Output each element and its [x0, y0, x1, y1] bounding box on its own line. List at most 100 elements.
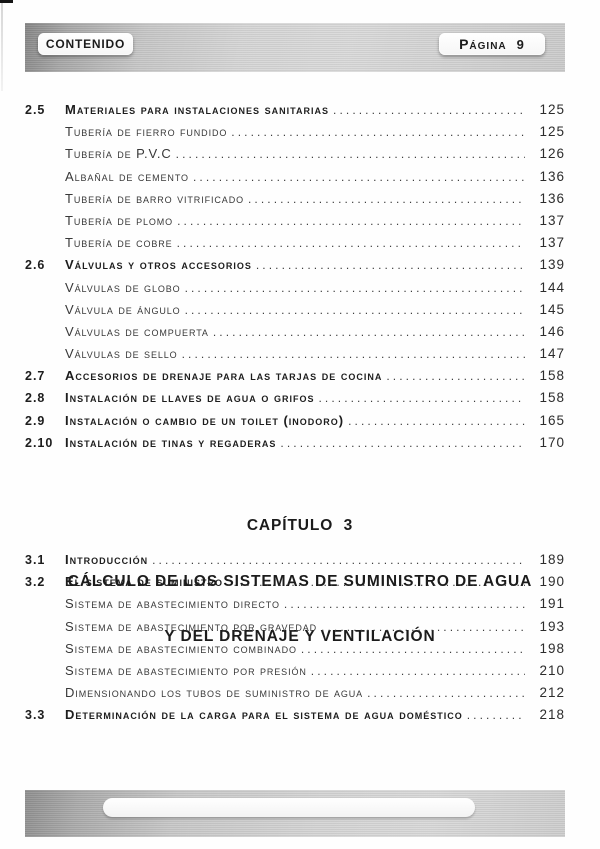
toc-row: Dimensionando los tubos de suministro de…: [25, 682, 565, 704]
page-number: 139: [539, 257, 565, 273]
dot-leader: [321, 616, 525, 638]
dot-leader: [182, 343, 525, 365]
toc-row: Tubería de plomo 137: [25, 210, 565, 232]
toc-row: 2.8 Instalación de llaves de agua o grifo…: [25, 387, 565, 409]
page-number: 189: [539, 552, 565, 567]
toc-row: 2.5 Materiales para instalaciones sanitar…: [25, 99, 565, 121]
scan-artifact-left-edge: [1, 3, 3, 91]
entry-title: Sistema de abastecimiento directo: [65, 596, 280, 612]
entry-title: Accesorios de drenaje para las tarjas de…: [65, 368, 383, 384]
entry-title: Tubería de cobre: [65, 235, 173, 251]
page-label: Página: [459, 36, 507, 52]
entry-title: Válvulas y otros accesorios: [65, 257, 252, 273]
toc-row: Sistema de abastecimiento directo 191: [25, 593, 565, 615]
toc-row: 2.9 Instalación o cambio de un toilet (in…: [25, 410, 565, 432]
dot-leader: [311, 660, 525, 682]
scan-artifact-top-left: [0, 0, 13, 3]
toc-row: Tubería de fierro fundido 125: [25, 121, 565, 143]
entry-title: Tubería de barro vitrificado: [65, 190, 244, 206]
toc-row: Tubería de barro vitrificado 136: [25, 188, 565, 210]
footer-bar: [25, 790, 565, 837]
toc-row: Tubería de cobre 137: [25, 232, 565, 254]
page-number: 210: [539, 662, 565, 678]
section-number: 2.6: [25, 258, 46, 273]
toc-row: Sistema de abastecimiento por gravedad 19…: [25, 616, 565, 638]
chapter-number-line: CAPÍTULO 3: [246, 517, 354, 534]
section-number: 2.9: [25, 413, 46, 428]
toc-row: Válvulas de globo 144: [25, 277, 565, 299]
header-bar: CONTENIDO Página 9: [25, 23, 565, 72]
dot-leader: [386, 365, 525, 387]
page-number: 198: [539, 640, 565, 656]
toc-list-chapter2: 2.5 Materiales para instalaciones sanitar…: [25, 99, 565, 454]
toc-row: Tubería de P.V.C 126: [25, 143, 565, 165]
dot-leader: [248, 188, 525, 210]
entry-title: Válvulas de compuerta: [65, 323, 209, 339]
toc-row: Albañal de cemento 136: [25, 166, 565, 188]
dot-leader: [318, 387, 525, 409]
dot-leader: [193, 166, 525, 188]
dot-leader: [176, 143, 525, 165]
entry-title: Dimensionando los tubos de suministro de…: [65, 685, 364, 701]
entry-title: Instalación o cambio de un toilet (inodo…: [65, 412, 345, 428]
page-number: 137: [539, 212, 565, 228]
entry-title: Tubería de plomo: [65, 212, 174, 228]
toc-row: Válvula de ángulo 145: [25, 299, 565, 321]
entry-title: Introducción: [65, 552, 149, 567]
entry-title: Tubería de P.V.C: [65, 146, 172, 162]
contenido-label: CONTENIDO: [45, 37, 126, 51]
page-number: 136: [539, 168, 565, 184]
dot-leader: [152, 549, 525, 571]
toc-row: 3.3 Determinación de la carga para el sis…: [25, 704, 565, 726]
toc-row: Sistema de abastecimiento combinado 198: [25, 638, 565, 660]
entry-title: Sistema de abastecimiento por presión: [65, 662, 307, 678]
toc-row: Sistema de abastecimiento por presión 210: [25, 660, 565, 682]
dot-leader: [231, 121, 525, 143]
entry-title: Válvulas de sello: [65, 346, 178, 362]
dot-leader: [280, 432, 525, 454]
page-number: 190: [539, 574, 565, 590]
page-number: 144: [539, 279, 565, 295]
entry-title: Tubería de fierro fundido: [65, 124, 228, 140]
page-number: 193: [539, 618, 565, 634]
toc-list-chapter3: 3.1 Introducción 189 3.2 El sistema de sumin…: [25, 549, 565, 727]
page-number: 165: [539, 412, 565, 428]
dot-leader: [301, 638, 525, 660]
toc-row: Válvulas de sello 147: [25, 343, 565, 365]
page-number: 170: [539, 434, 565, 450]
section-number: 2.5: [25, 103, 46, 117]
dot-leader: [185, 299, 525, 321]
dot-leader: [256, 254, 525, 276]
entry-title: Válvula de ángulo: [65, 301, 181, 317]
page-number: 191: [539, 596, 565, 612]
toc-row: 3.1 Introducción 189: [25, 549, 565, 571]
dot-leader: [177, 210, 525, 232]
entry-title: Sistema de abastecimiento combinado: [65, 640, 297, 656]
section-number: 3.2: [25, 575, 46, 590]
page-number: 212: [539, 685, 565, 701]
section-number: 3.1: [25, 553, 46, 567]
entry-title: Instalación de tinas y regaderas: [65, 434, 277, 450]
page-number: 137: [539, 235, 565, 251]
dot-leader: [177, 232, 525, 254]
dot-leader: [367, 682, 525, 704]
entry-title: El sistema de suministro: [65, 574, 224, 590]
toc-row: 2.7 Accesorios de drenaje para las tarjas…: [25, 365, 565, 387]
section-number: 2.7: [25, 369, 46, 384]
entry-title: Sistema de abastecimiento por gravedad: [65, 618, 318, 634]
section-number: 3.3: [25, 708, 46, 723]
entry-title: Determinación de la carga para el sistem…: [65, 707, 463, 723]
page-number: 136: [539, 190, 565, 206]
toc-row: 2.10 Instalación de tinas y regaderas 170: [25, 432, 565, 454]
page-number: 125: [539, 124, 565, 140]
page-number: 146: [539, 323, 565, 339]
dot-leader: [333, 99, 525, 121]
entry-title: Albañal de cemento: [65, 168, 189, 184]
dot-leader: [213, 321, 525, 343]
page-badge: Página 9: [439, 33, 545, 55]
dot-leader: [284, 593, 525, 615]
dot-leader: [227, 571, 525, 593]
entry-title: Válvulas de globo: [65, 279, 181, 295]
toc-row: 3.2 El sistema de suministro 190: [25, 571, 565, 593]
